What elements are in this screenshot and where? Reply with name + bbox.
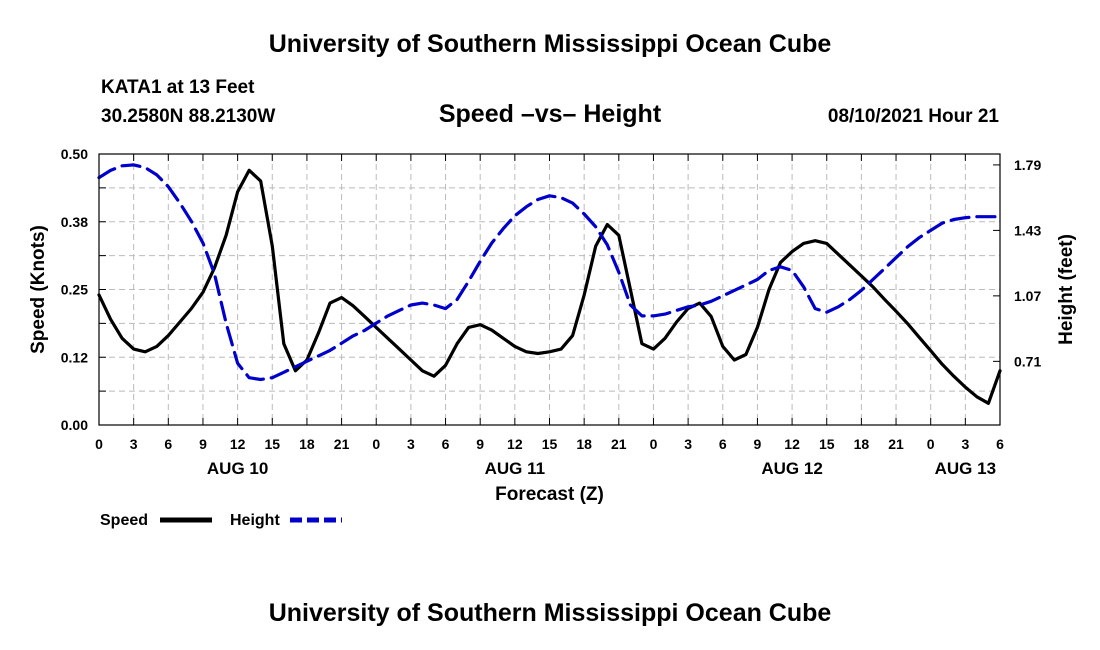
x-tick-label: 6 xyxy=(996,436,1004,452)
x-tick-label: 15 xyxy=(819,436,835,452)
legend-height-label: Height xyxy=(230,512,280,529)
x-tick-label: 21 xyxy=(888,436,904,452)
x-tick-label: 15 xyxy=(542,436,558,452)
x-tick-label: 15 xyxy=(264,436,280,452)
y-tick-label: 0.12 xyxy=(61,349,88,365)
y2-tick-label: 1.07 xyxy=(1014,288,1041,304)
x-tick-label: 0 xyxy=(95,436,103,452)
x-date-label: AUG 11 xyxy=(485,459,545,478)
chart-title: Speed –vs– Height xyxy=(438,100,662,128)
x-tick-label: 3 xyxy=(961,436,969,452)
axes: 0 3 6 9 12 15 18 21 0 3 6 9 12 15 18 21 0 3 6 9 12 15 18 21 0 3 6A… xyxy=(61,146,1042,478)
x-tick-label: 21 xyxy=(334,436,350,452)
station-coordinates: 30.2580N 88.2130W xyxy=(101,106,276,127)
page-title: University of Southern Mississippi Ocean… xyxy=(268,30,832,58)
x-tick-label: 0 xyxy=(372,436,380,452)
speed-series-line xyxy=(97,168,1002,405)
y2-axis-label: Height (feet) xyxy=(1056,234,1077,345)
x-tick-label: 12 xyxy=(507,436,523,452)
x-date-label: AUG 10 xyxy=(207,459,268,478)
x-tick-label: 9 xyxy=(754,436,762,452)
x-tick-label: 3 xyxy=(130,436,138,452)
x-tick-label: 18 xyxy=(854,436,870,452)
x-tick-label: 9 xyxy=(476,436,484,452)
x-tick-label: 12 xyxy=(784,436,800,452)
y2-tick-label: 1.43 xyxy=(1014,222,1041,238)
x-tick-label: 3 xyxy=(684,436,692,452)
y-tick-label: 0.38 xyxy=(61,214,88,230)
y2-tick-label: 0.71 xyxy=(1014,353,1041,369)
x-tick-label: 0 xyxy=(927,436,935,452)
y-tick-label: 0.25 xyxy=(61,282,88,298)
legend: Speed Height xyxy=(100,512,342,529)
y-axis-label: Speed (Knots) xyxy=(28,225,49,354)
series-layer xyxy=(97,163,1002,405)
x-tick-label: 6 xyxy=(719,436,727,452)
x-tick-label: 0 xyxy=(650,436,658,452)
y2-tick-label: 1.79 xyxy=(1014,157,1041,173)
height-series-line xyxy=(97,163,1002,382)
x-date-label: AUG 13 xyxy=(935,459,996,478)
x-tick-label: 6 xyxy=(164,436,172,452)
x-tick-label: 3 xyxy=(407,436,415,452)
legend-speed-label: Speed xyxy=(100,512,148,529)
y-tick-label: 0.50 xyxy=(61,146,88,162)
x-tick-label: 9 xyxy=(199,436,207,452)
footer-title: University of Southern Mississippi Ocean… xyxy=(268,599,832,627)
y-tick-label: 0.00 xyxy=(61,417,88,433)
forecast-timestamp: 08/10/2021 Hour 21 xyxy=(827,106,999,127)
x-tick-label: 12 xyxy=(230,436,246,452)
station-label: KATA1 at 13 Feet xyxy=(101,77,255,98)
x-tick-label: 18 xyxy=(576,436,592,452)
x-tick-label: 18 xyxy=(299,436,315,452)
x-tick-label: 21 xyxy=(611,436,627,452)
x-tick-label: 6 xyxy=(442,436,450,452)
x-axis-label: Forecast (Z) xyxy=(495,484,604,505)
x-date-label: AUG 12 xyxy=(761,459,822,478)
